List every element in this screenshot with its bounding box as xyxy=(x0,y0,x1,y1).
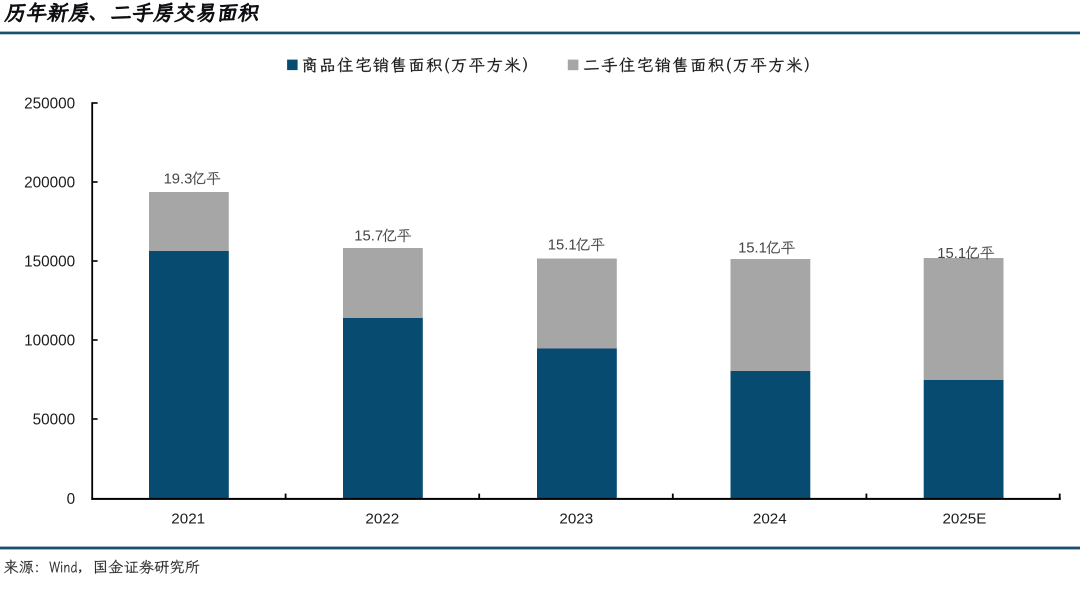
svg-text:2025E: 2025E xyxy=(942,511,986,528)
svg-text:15.7: 15.7 xyxy=(354,229,383,245)
svg-text:200000: 200000 xyxy=(24,174,75,191)
svg-text:50000: 50000 xyxy=(33,411,76,428)
svg-text:100000: 100000 xyxy=(24,332,75,349)
svg-text:15.1: 15.1 xyxy=(738,241,767,257)
svg-text:0: 0 xyxy=(67,491,76,508)
svg-text:19.3: 19.3 xyxy=(164,171,193,187)
svg-text:250000: 250000 xyxy=(24,95,75,112)
svg-text:2023: 2023 xyxy=(559,511,593,528)
svg-text:2021: 2021 xyxy=(171,511,205,528)
svg-text:2024: 2024 xyxy=(753,511,787,528)
svg-text:15.1: 15.1 xyxy=(937,246,966,262)
svg-text:150000: 150000 xyxy=(24,253,75,270)
svg-text:2022: 2022 xyxy=(365,511,399,528)
svg-text:15.1: 15.1 xyxy=(548,238,577,254)
